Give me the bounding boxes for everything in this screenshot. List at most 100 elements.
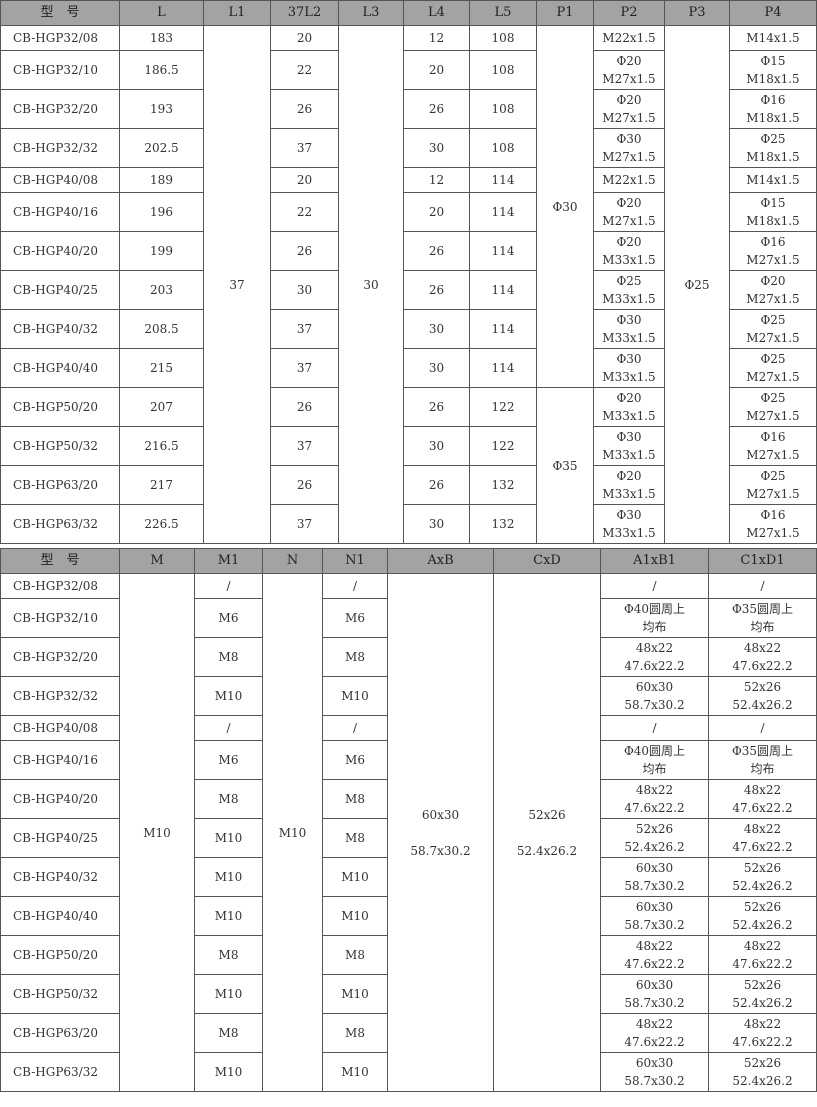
table-cell: M10 [262,573,323,1092]
table-cell: Φ16 M18x1.5 [729,89,817,129]
table-cell: 207 [119,387,204,427]
table-cell: 37 [203,25,271,544]
column-header: P3 [664,0,730,26]
table-row: CB-HGP32/10 M6 M6 Φ40圆周上 均布 Φ35圆周上 均布 [0,598,817,638]
table-cell: CB-HGP40/20 [0,779,120,819]
table-cell: 203 [119,270,204,310]
table-cell: CB-HGP32/20 [0,89,120,129]
table-cell: Φ35圆周上 均布 [708,740,817,780]
table-row: CB-HGP32/08 183 37 20 30 12 108 Φ30 M22x1.5 Φ25 M1… [0,25,817,544]
table-cell: 114 [469,348,537,388]
table-row: CB-HGP40/25 203 30 26 114 Φ25 M33x1.5 Φ20 M27x… [0,270,817,310]
table-cell: Φ35圆周上 均布 [708,598,817,638]
table-cell: 30 [403,348,470,388]
table-cell: 52x26 52.4x26.2 [708,1052,817,1092]
table-cell: 20 [270,25,339,51]
column-header: M [119,548,195,574]
table-cell: 26 [403,231,470,271]
table-cell: CB-HGP50/32 [0,426,120,466]
table-cell: 114 [469,309,537,349]
table-cell: 37 [270,348,339,388]
table-cell: Φ25 M27x1.5 [729,465,817,505]
table-cell: 132 [469,504,537,544]
table-cell: 48x22 47.6x22.2 [708,935,817,975]
table-cell: CB-HGP40/25 [0,818,120,858]
table-cell: 26 [270,465,339,505]
table-cell: 20 [403,50,470,90]
table-cell: M8 [194,779,263,819]
table-cell: M10 [322,857,388,897]
table-cell: Φ20 M27x1.5 [729,270,817,310]
table-cell: M10 [119,573,195,1092]
column-header: AxB [387,548,494,574]
table-cell: M6 [322,740,388,780]
table-cell: 20 [403,192,470,232]
table-cell: CB-HGP32/08 [0,25,120,51]
dimensions-table: 型 号 L L1 37L2 L3 L4 L5 P1 P2 P3 P4 CB-HGP32/08 183 3… [0,0,817,544]
column-header: P4 [729,0,817,26]
table-row: CB-HGP40/32 M10 M10 60x30 58.7x30.2 52x26 52… [0,857,817,897]
table-cell: CB-HGP40/25 [0,270,120,310]
table-cell: 132 [469,465,537,505]
table-cell: M10 [194,818,263,858]
table-cell: 26 [403,387,470,427]
table-cell: 217 [119,465,204,505]
table-cell: M14x1.5 [729,167,817,193]
table-cell: 12 [403,25,470,51]
table-row: CB-HGP50/32 216.5 37 30 122 Φ30 M33x1.5 Φ16 M2… [0,426,817,466]
table-cell: 189 [119,167,204,193]
table-cell: CB-HGP32/32 [0,676,120,716]
table-cell: 26 [270,387,339,427]
table-cell: / [708,715,817,741]
column-header: M1 [194,548,263,574]
table-cell: 37 [270,128,339,168]
table-cell: 226.5 [119,504,204,544]
table-cell: CB-HGP40/16 [0,192,120,232]
table-cell: 114 [469,192,537,232]
table-cell: / [600,715,709,741]
table-row: CB-HGP40/20 M8 M8 48x22 47.6x22.2 48x22 47.6… [0,779,817,819]
table-cell: 37 [270,504,339,544]
table-cell: 48x22 47.6x22.2 [600,637,709,677]
column-header: 型 号 [0,548,120,574]
table-cell: CB-HGP50/32 [0,974,120,1014]
table-cell: M10 [194,676,263,716]
table-row: CB-HGP32/08 M10/M10/60x30 58.7x30.2 52x26 … [0,573,817,1092]
column-header: P2 [593,0,665,26]
column-header: N1 [322,548,388,574]
table-cell: 108 [469,128,537,168]
table-header: 型 号 L L1 37L2 L3 L4 L5 P1 P2 P3 P4 [0,0,817,26]
table-cell: CB-HGP32/10 [0,50,120,90]
table-cell: CB-HGP63/20 [0,465,120,505]
table-cell: 215 [119,348,204,388]
table-row: CB-HGP32/20 M8 M8 48x22 47.6x22.2 48x22 47.6… [0,637,817,677]
table-cell: Φ25 M27x1.5 [729,309,817,349]
table-row: CB-HGP32/32 M10 M10 60x30 58.7x30.2 52x26 52… [0,676,817,716]
table-cell: M10 [194,857,263,897]
table-row: CB-HGP40/40 M10 M10 60x30 58.7x30.2 52x26 52… [0,896,817,936]
table-row: CB-HGP63/20 217 26 26 132 Φ20 M33x1.5 Φ25 M27x… [0,465,817,505]
table-cell: Φ20 M27x1.5 [593,50,665,90]
table-cell: Φ40圆周上 均布 [600,740,709,780]
table-row: CB-HGP40/16 M6 M6 Φ40圆周上 均布 Φ35圆周上 均布 [0,740,817,780]
table-cell: Φ30 M33x1.5 [593,309,665,349]
table-cell: 48x22 47.6x22.2 [708,779,817,819]
table-cell: 108 [469,50,537,90]
column-header: L4 [403,0,470,26]
table-cell: 114 [469,231,537,271]
table-cell: 52x26 52.4x26.2 [708,857,817,897]
table-cell: Φ20 M33x1.5 [593,465,665,505]
table-row: CB-HGP40/08// / / [0,715,817,741]
column-header: 型 号 [0,0,120,26]
table-cell: CB-HGP40/32 [0,309,120,349]
table-cell: / [708,573,817,599]
table-cell: CB-HGP63/32 [0,504,120,544]
table-cell: CB-HGP40/40 [0,348,120,388]
table-cell: Φ15 M18x1.5 [729,192,817,232]
table-cell: 60x30 58.7x30.2 [600,1052,709,1092]
table-cell: 60x30 58.7x30.2 [387,573,494,1092]
table-cell: 26 [403,465,470,505]
table-cell: Φ25 M27x1.5 [729,387,817,427]
table-cell: M22x1.5 [593,25,665,51]
column-header: C1xD1 [708,548,817,574]
